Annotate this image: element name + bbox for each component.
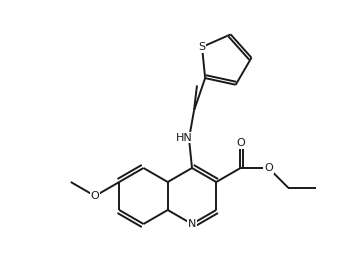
Text: HN: HN (176, 133, 192, 142)
Text: O: O (236, 138, 245, 148)
Text: S: S (199, 42, 206, 52)
Text: O: O (264, 163, 273, 173)
Text: N: N (188, 219, 196, 229)
Text: O: O (91, 191, 99, 201)
